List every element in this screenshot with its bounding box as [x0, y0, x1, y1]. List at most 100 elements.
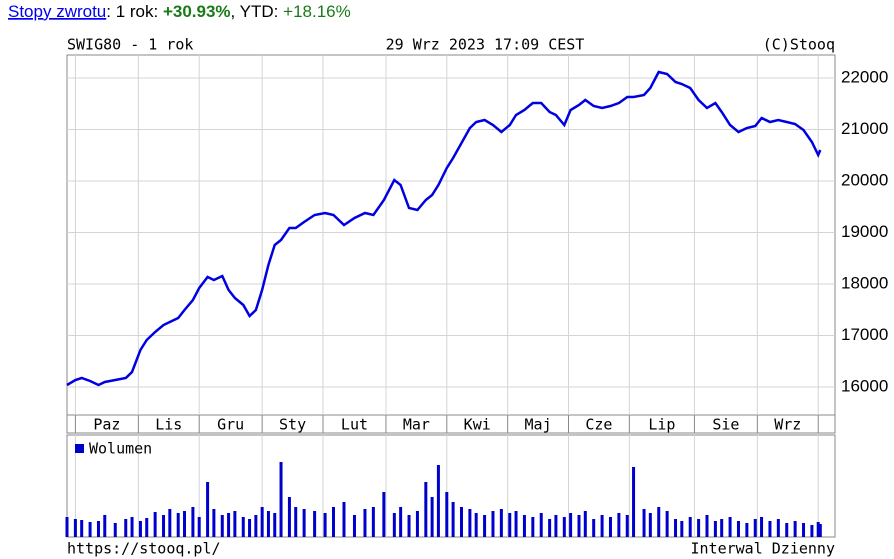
- volume-bar: [168, 509, 172, 537]
- volume-bar: [642, 509, 646, 537]
- y-tick-label: 18000: [841, 273, 888, 292]
- volume-bar: [720, 519, 724, 537]
- footer-url[interactable]: https://stooq.pl/: [67, 540, 221, 558]
- header: Stopy zwrotu: 1 rok: +30.93%, YTD: +18.1…: [8, 2, 351, 21]
- volume-bar: [65, 517, 69, 537]
- volume-bar: [206, 482, 210, 537]
- volume-bar: [145, 518, 149, 537]
- label: : 1 rok:: [106, 2, 163, 21]
- volume-bar: [539, 513, 543, 537]
- volume-bar: [474, 513, 478, 537]
- return-ytd: +18.16%: [283, 2, 351, 21]
- label: , YTD:: [231, 2, 284, 21]
- volume-bar: [583, 511, 587, 537]
- volume-bar: [451, 502, 455, 537]
- volume-bar: [407, 515, 411, 537]
- source: (C)Stooq: [763, 36, 835, 54]
- x-tick-label: Lis: [155, 416, 182, 434]
- y-tick-label: 20000: [841, 170, 888, 189]
- volume-bar: [793, 521, 797, 537]
- x-tick-label: Wrz: [774, 416, 801, 434]
- volume-bar: [382, 492, 386, 537]
- volume-bar: [802, 523, 806, 537]
- volume-bar: [648, 513, 652, 537]
- volume-bar: [80, 520, 84, 537]
- volume-bar: [254, 515, 258, 537]
- x-tick-label: Paz: [93, 416, 120, 434]
- volume-bar: [436, 465, 440, 537]
- x-tick-label: Mar: [403, 416, 430, 434]
- volume-bar: [531, 517, 535, 537]
- volume-bar: [352, 515, 356, 537]
- volume-bar: [197, 517, 201, 537]
- volume-bar: [713, 521, 717, 537]
- volume-bar: [302, 509, 306, 537]
- volume-bar: [96, 521, 100, 537]
- chart-subtitle: 29 Wrz 2023 17:09 CEST: [386, 36, 585, 54]
- volume-bar: [153, 512, 157, 537]
- volume-bar: [697, 519, 701, 537]
- volume-bar: [103, 515, 107, 537]
- x-tick-label: Sty: [279, 416, 306, 434]
- volume-bar: [424, 482, 428, 537]
- return-1y: +30.93%: [163, 2, 231, 21]
- price-line: [66, 70, 822, 387]
- footer-interval: Interwal Dzienny: [691, 540, 836, 558]
- volume-bar: [554, 515, 558, 537]
- volume-bar: [665, 511, 669, 537]
- returns-link[interactable]: Stopy zwrotu: [8, 2, 106, 21]
- volume-bar: [342, 502, 346, 537]
- volume-bar: [491, 511, 495, 537]
- volume-bar: [183, 511, 187, 537]
- volume-bar: [680, 521, 684, 537]
- volume-bar: [445, 492, 449, 537]
- legend-swatch: [75, 444, 84, 453]
- volume-bar: [371, 507, 375, 537]
- volume-bar: [577, 515, 581, 537]
- volume-bar: [736, 521, 740, 537]
- volume-bar: [569, 513, 573, 537]
- y-tick-label: 22000: [841, 68, 888, 87]
- volume-bar: [430, 497, 434, 537]
- volume-bar: [483, 515, 487, 537]
- volume-bar: [176, 513, 180, 537]
- volume-bar: [459, 507, 463, 537]
- volume-bar: [294, 507, 298, 537]
- volume-bar: [688, 517, 692, 537]
- volume-bar: [248, 519, 252, 537]
- volume-bar: [600, 515, 604, 537]
- volume-bar: [313, 511, 317, 537]
- volume-bar: [227, 513, 231, 537]
- volume-bar: [130, 517, 134, 537]
- volume-bar: [776, 519, 780, 537]
- volume-bar: [468, 509, 472, 537]
- volume-bar: [241, 517, 245, 537]
- volume-bar: [562, 517, 566, 537]
- volume-bar: [323, 513, 327, 537]
- volume-bar: [816, 522, 820, 537]
- x-tick-label: Kwi: [464, 416, 491, 434]
- plot-area: [66, 54, 836, 416]
- volume-bar: [625, 515, 629, 537]
- volume-bar: [674, 519, 678, 537]
- y-tick-label: 16000: [841, 376, 888, 395]
- plot-area: [66, 434, 836, 538]
- volume-bar: [810, 525, 814, 537]
- volume-bar: [279, 462, 283, 537]
- volume-bar: [705, 515, 709, 537]
- volume-bar: [392, 513, 396, 537]
- volume-bar: [818, 524, 822, 537]
- volume-bar: [220, 515, 224, 537]
- volume-bar: [592, 519, 596, 537]
- volume-bar: [88, 522, 92, 537]
- volume-bar: [273, 513, 277, 537]
- legend-label: Wolumen: [89, 440, 152, 458]
- volume-bar: [508, 513, 512, 537]
- x-tick-label: Cze: [585, 416, 612, 434]
- volume-bar: [608, 517, 612, 537]
- volume-bar: [124, 519, 128, 537]
- volume-bar: [266, 511, 270, 537]
- y-tick-label: 17000: [841, 325, 888, 344]
- volume-bar: [260, 507, 264, 537]
